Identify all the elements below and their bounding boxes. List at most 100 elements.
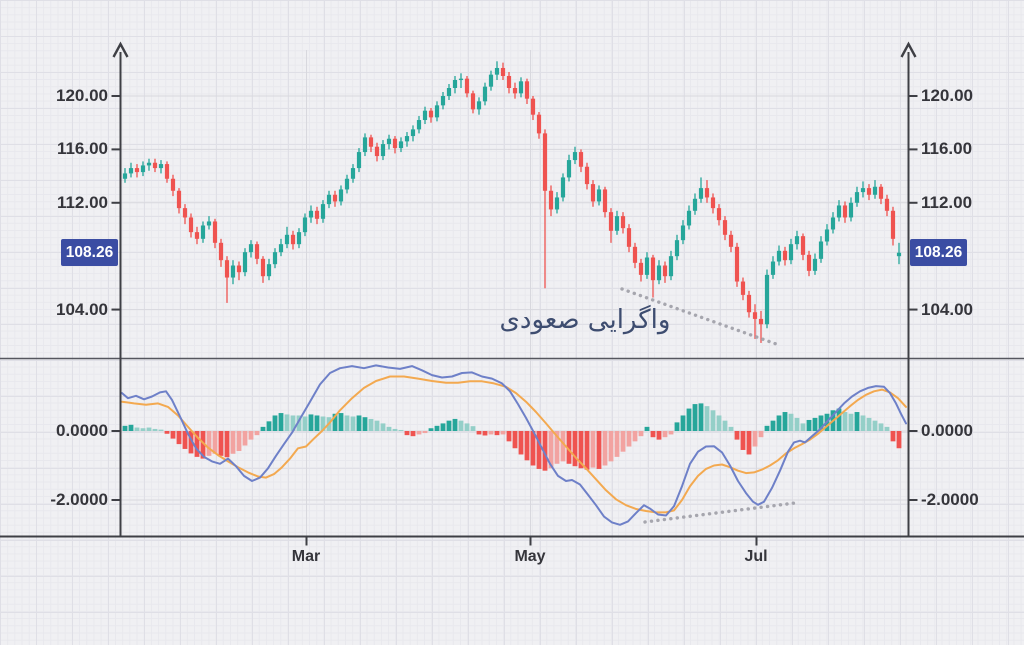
candle-body: [440, 96, 446, 106]
macd-histogram-bar: [314, 415, 320, 431]
macd-histogram-bar: [302, 416, 308, 431]
macd-histogram-bar: [428, 428, 434, 431]
macd-histogram-bar: [788, 413, 794, 431]
macd-histogram-bar: [176, 431, 182, 445]
macd-histogram-bar: [482, 431, 488, 436]
macd-histogram-bar: [254, 431, 260, 436]
macd-histogram-bar: [524, 431, 530, 461]
candle-body: [518, 81, 524, 94]
macd-histogram-bar: [458, 420, 464, 431]
macd-histogram-bar: [410, 431, 416, 437]
y-axis-tick-label-right: 0.0000: [921, 421, 973, 440]
candle-body: [326, 194, 332, 205]
candle-body: [746, 294, 752, 313]
macd-histogram-bar: [884, 426, 890, 431]
candle-body: [722, 220, 728, 235]
y-axis-tick-label-right: -2.0000: [921, 490, 979, 509]
macd-histogram-bar: [158, 429, 164, 431]
candle-body: [800, 236, 806, 255]
macd-histogram-bar: [674, 422, 680, 431]
macd-histogram-bar: [872, 420, 878, 431]
candle-body: [536, 114, 542, 134]
candle-body: [758, 318, 764, 325]
candle-body: [464, 78, 470, 94]
candle-body: [488, 74, 494, 87]
candle-body: [680, 225, 686, 241]
candle-body: [404, 136, 410, 142]
current-price-tag-right: 108.26: [910, 239, 967, 266]
macd-histogram-bar: [170, 431, 176, 439]
macd-histogram-bar: [452, 418, 458, 431]
candle-body: [446, 87, 452, 97]
candle-body: [308, 210, 314, 218]
macd-histogram-bar: [134, 427, 140, 431]
macd-histogram-bar: [752, 431, 758, 447]
macd-line: [121, 364, 907, 526]
macd-histogram-bar: [356, 415, 362, 431]
candle-body: [686, 210, 692, 226]
macd-histogram-bar: [638, 431, 644, 437]
macd-histogram-bar: [140, 428, 146, 431]
macd-histogram-bar: [164, 431, 170, 434]
macd-histogram-bar: [392, 428, 398, 431]
candle-body: [662, 265, 668, 277]
candle-body: [482, 86, 488, 102]
macd-histogram-bar: [614, 431, 620, 457]
macd-histogram-bar: [650, 431, 656, 438]
candle-body: [470, 93, 476, 110]
candle-body: [638, 262, 644, 275]
candle-body: [248, 244, 254, 253]
candle-body: [314, 210, 320, 219]
candle-body: [206, 221, 212, 226]
candle-body: [776, 250, 782, 262]
macd-histogram-bar: [146, 427, 152, 431]
candle-body: [416, 120, 422, 130]
macd-histogram-bar: [740, 431, 746, 450]
macd-histogram-bar: [848, 413, 854, 431]
macd-histogram-bar: [836, 408, 842, 431]
candle-body: [692, 198, 698, 211]
macd-histogram-bar: [560, 431, 566, 462]
macd-histogram-bar: [398, 429, 404, 431]
macd-histogram-bar: [770, 420, 776, 431]
macd-histogram-bar: [728, 426, 734, 431]
candle-body: [212, 221, 218, 243]
macd-histogram-bar: [284, 414, 290, 431]
macd-histogram-bar: [296, 415, 302, 431]
macd-histogram-bar: [584, 431, 590, 470]
macd-histogram-bar: [128, 424, 134, 431]
candle-body: [626, 228, 632, 247]
candle-body: [134, 168, 140, 173]
macd-histogram-bar: [548, 431, 554, 469]
bullish-divergence-annotation: واگرایی صعودی: [499, 305, 671, 335]
y-axis-tick-label-left: 0.0000: [56, 421, 108, 440]
candle-body: [842, 205, 848, 218]
candle-body: [710, 197, 716, 209]
macd-histogram-bar: [260, 426, 266, 431]
candle-body: [560, 177, 566, 198]
x-axis-month-label: Jul: [744, 548, 768, 565]
candle-body: [824, 229, 830, 242]
candle-body: [332, 194, 338, 202]
candle-body: [770, 261, 776, 275]
macd-histogram-bar: [890, 431, 896, 442]
candle-body: [872, 186, 878, 195]
grid-layer: [120, 50, 909, 537]
macd-histogram-bar: [860, 415, 866, 431]
candle-body: [242, 252, 248, 273]
candle-body: [428, 110, 434, 118]
macd-histogram-bar: [746, 431, 752, 455]
macd-histogram-bar: [776, 415, 782, 431]
macd-histogram-bar: [800, 423, 806, 431]
macd-histogram-bar: [434, 425, 440, 431]
macd-histogram-bar: [506, 431, 512, 442]
candle-body: [848, 202, 854, 218]
candle-body: [830, 217, 836, 230]
x-axis-month-label: May: [514, 548, 546, 565]
macd-divergence-dotted-line: [643, 501, 797, 524]
candle-body: [434, 105, 440, 118]
candle-body: [650, 257, 656, 281]
candle-body: [140, 165, 146, 173]
candle-body: [338, 189, 344, 202]
